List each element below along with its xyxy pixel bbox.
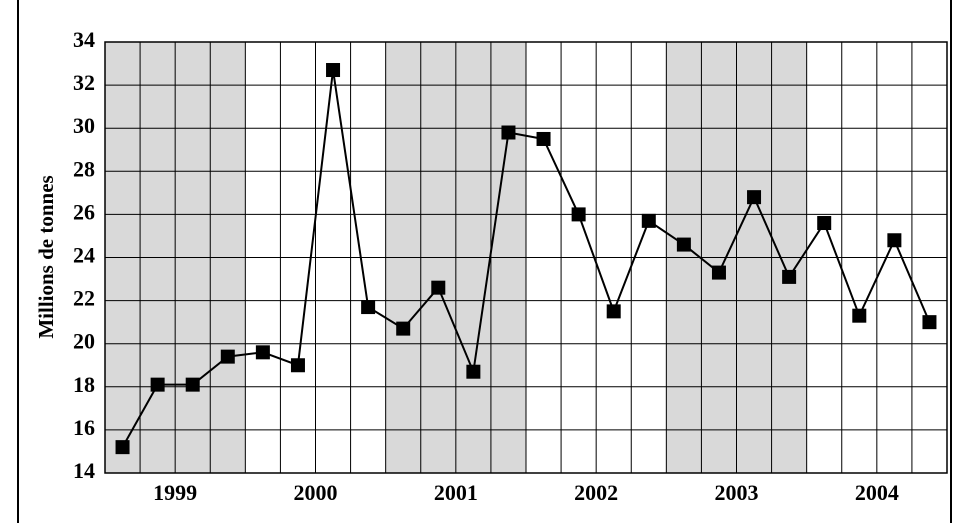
- y-tick-label: 24: [73, 243, 95, 268]
- data-point: [326, 63, 340, 77]
- data-point: [887, 233, 901, 247]
- y-tick-label: 16: [73, 415, 95, 440]
- data-point: [186, 378, 200, 392]
- chart: Millions de tonnes 1999 2000 2001 2002 2003 2…: [0, 0, 953, 523]
- x-tick-label: 2000: [294, 480, 338, 505]
- data-point: [572, 207, 586, 221]
- data-point: [537, 132, 551, 146]
- data-point: [607, 304, 621, 318]
- y-tick-label: 32: [73, 70, 95, 95]
- x-tick-label: 2003: [715, 480, 759, 505]
- data-point: [817, 216, 831, 230]
- y-axis-label: Millions de tonnes: [34, 175, 58, 338]
- data-point: [256, 345, 270, 359]
- data-point: [151, 378, 165, 392]
- data-point: [466, 365, 480, 379]
- data-point: [922, 315, 936, 329]
- data-point: [712, 266, 726, 280]
- data-point: [642, 214, 656, 228]
- x-tick-label: 2001: [434, 480, 478, 505]
- data-point: [747, 190, 761, 204]
- x-tick-label: 2004: [855, 480, 899, 505]
- data-point: [116, 440, 130, 454]
- data-point: [677, 238, 691, 252]
- data-point: [501, 126, 515, 140]
- y-tick-label: 18: [73, 372, 95, 397]
- x-tick-label: 2002: [574, 480, 618, 505]
- data-point: [396, 322, 410, 336]
- y-tick-label: 30: [73, 113, 95, 138]
- x-tick-label: 1999: [153, 480, 197, 505]
- data-point: [852, 309, 866, 323]
- data-point: [291, 358, 305, 372]
- y-tick-label: 34: [73, 27, 95, 52]
- y-tick-label: 22: [73, 286, 95, 311]
- y-tick-label: 26: [73, 199, 95, 224]
- data-point: [221, 350, 235, 364]
- y-tick-label: 14: [73, 458, 95, 483]
- y-tick-label: 20: [73, 329, 95, 354]
- data-point: [782, 270, 796, 284]
- data-point: [361, 300, 375, 314]
- y-tick-label: 28: [73, 156, 95, 181]
- data-point: [431, 281, 445, 295]
